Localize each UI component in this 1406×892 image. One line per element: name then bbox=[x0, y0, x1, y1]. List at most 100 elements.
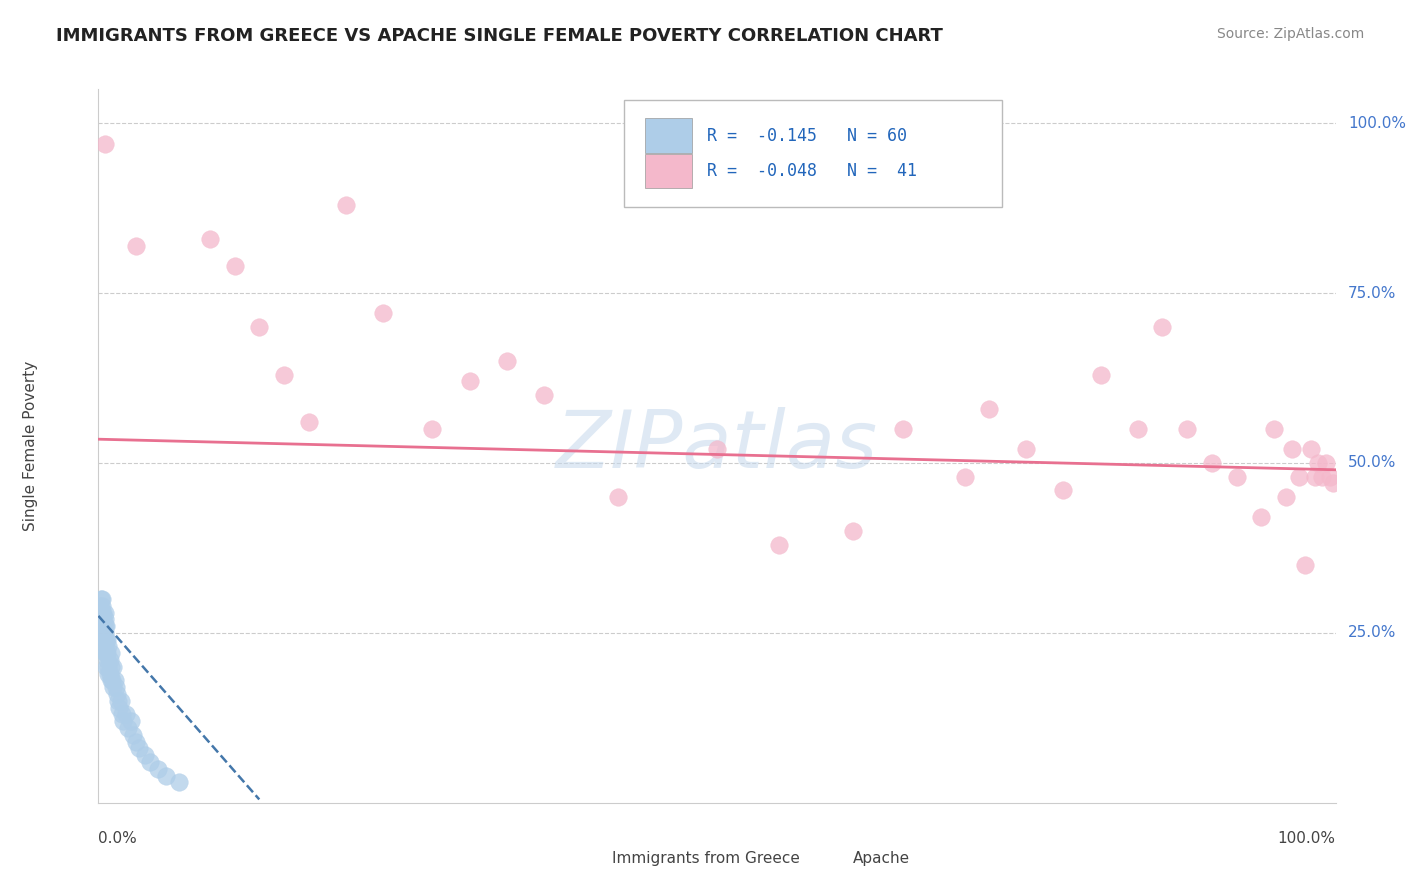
Point bbox=[93, 619, 115, 633]
Point bbox=[1015, 442, 1038, 457]
Text: Single Female Poverty: Single Female Poverty bbox=[22, 361, 38, 531]
Text: Source: ZipAtlas.com: Source: ZipAtlas.com bbox=[1216, 27, 1364, 41]
Point bbox=[98, 653, 121, 667]
Point bbox=[93, 612, 115, 626]
Point bbox=[1152, 320, 1174, 334]
Point bbox=[1263, 422, 1285, 436]
Point bbox=[891, 422, 914, 436]
Point bbox=[122, 728, 145, 742]
Point bbox=[1275, 490, 1298, 504]
Point bbox=[335, 198, 357, 212]
Point bbox=[1201, 456, 1223, 470]
Point bbox=[93, 136, 115, 151]
Point bbox=[90, 626, 112, 640]
Point bbox=[1226, 469, 1249, 483]
Point bbox=[298, 415, 321, 429]
Point bbox=[124, 238, 146, 252]
Point bbox=[1299, 442, 1322, 457]
Text: IMMIGRANTS FROM GREECE VS APACHE SINGLE FEMALE POVERTY CORRELATION CHART: IMMIGRANTS FROM GREECE VS APACHE SINGLE … bbox=[56, 27, 943, 45]
Point bbox=[93, 646, 115, 660]
Point bbox=[120, 714, 142, 729]
FancyBboxPatch shape bbox=[645, 119, 692, 153]
Point bbox=[112, 714, 135, 729]
Point bbox=[198, 232, 221, 246]
Point bbox=[1322, 476, 1344, 491]
FancyBboxPatch shape bbox=[568, 847, 603, 869]
Point bbox=[93, 626, 115, 640]
Point bbox=[842, 524, 865, 538]
Point bbox=[953, 469, 976, 483]
Text: ZIPatlas: ZIPatlas bbox=[555, 407, 879, 485]
FancyBboxPatch shape bbox=[810, 847, 845, 869]
Point bbox=[91, 606, 114, 620]
Point bbox=[768, 537, 790, 551]
Point bbox=[91, 599, 114, 613]
Point bbox=[93, 606, 115, 620]
Point bbox=[96, 646, 118, 660]
Point bbox=[93, 632, 115, 647]
Point bbox=[371, 306, 394, 320]
Point bbox=[224, 259, 246, 273]
Point bbox=[139, 755, 162, 769]
Text: 100.0%: 100.0% bbox=[1278, 831, 1336, 847]
Point bbox=[117, 721, 139, 735]
Point bbox=[111, 707, 134, 722]
Point bbox=[90, 591, 112, 606]
Point bbox=[96, 632, 118, 647]
Text: 100.0%: 100.0% bbox=[1348, 116, 1406, 131]
Point bbox=[91, 612, 114, 626]
FancyBboxPatch shape bbox=[645, 154, 692, 188]
Point bbox=[97, 666, 120, 681]
Text: R =  -0.048   N =  41: R = -0.048 N = 41 bbox=[707, 162, 917, 180]
Point bbox=[607, 490, 630, 504]
Point bbox=[94, 646, 117, 660]
Point bbox=[93, 626, 115, 640]
Text: 50.0%: 50.0% bbox=[1348, 456, 1396, 470]
FancyBboxPatch shape bbox=[624, 100, 1001, 207]
Point bbox=[94, 619, 117, 633]
Point bbox=[93, 640, 115, 654]
Point bbox=[97, 640, 120, 654]
Point bbox=[167, 775, 190, 789]
Point bbox=[93, 619, 115, 633]
Point bbox=[90, 619, 112, 633]
Point bbox=[247, 320, 270, 334]
Point bbox=[105, 687, 128, 701]
Point bbox=[107, 694, 129, 708]
Point bbox=[100, 673, 122, 688]
Point bbox=[90, 606, 112, 620]
Point bbox=[1308, 456, 1330, 470]
Point bbox=[1303, 469, 1326, 483]
Point bbox=[108, 700, 131, 714]
Point bbox=[146, 762, 169, 776]
Point bbox=[155, 769, 177, 783]
Point bbox=[1319, 469, 1341, 483]
Point bbox=[93, 612, 115, 626]
Point bbox=[91, 626, 114, 640]
Text: 0.0%: 0.0% bbox=[98, 831, 138, 847]
Point bbox=[128, 741, 150, 756]
Point bbox=[1175, 422, 1198, 436]
Point bbox=[97, 660, 120, 674]
Point bbox=[94, 632, 117, 647]
Point bbox=[1126, 422, 1149, 436]
Point bbox=[94, 660, 117, 674]
Point bbox=[1288, 469, 1310, 483]
Point bbox=[103, 673, 125, 688]
Point bbox=[100, 660, 122, 674]
Point bbox=[979, 401, 1001, 416]
Point bbox=[134, 748, 156, 763]
Point bbox=[495, 354, 517, 368]
Text: 25.0%: 25.0% bbox=[1348, 625, 1396, 640]
Point bbox=[533, 388, 555, 402]
Point bbox=[1315, 456, 1337, 470]
Text: Apache: Apache bbox=[853, 851, 910, 866]
Point bbox=[1281, 442, 1303, 457]
Point bbox=[1052, 483, 1074, 498]
Text: R =  -0.145   N = 60: R = -0.145 N = 60 bbox=[707, 127, 907, 145]
Point bbox=[101, 673, 124, 688]
Point bbox=[1294, 558, 1316, 572]
Point bbox=[91, 619, 114, 633]
Point bbox=[103, 680, 125, 694]
Point bbox=[93, 606, 115, 620]
